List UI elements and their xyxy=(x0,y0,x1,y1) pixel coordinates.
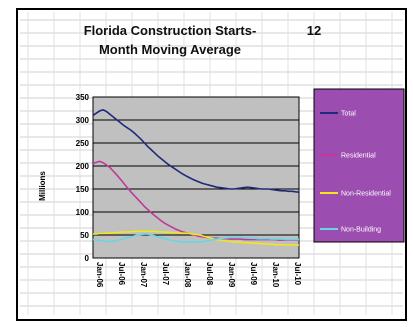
y-tick-label: 150 xyxy=(76,185,90,194)
legend-label: Non-Residential xyxy=(341,191,391,198)
y-axis-label: Millions xyxy=(38,171,47,201)
x-tick-label: Jan-10 xyxy=(271,262,280,288)
x-tick-label: Jul-06 xyxy=(117,262,126,286)
x-tick-label: Jan-07 xyxy=(139,262,148,288)
legend-box xyxy=(313,88,405,243)
chart-frame: Florida Construction Starts- 12 Month Mo… xyxy=(16,8,407,321)
x-tick-label: Jul-07 xyxy=(161,262,170,286)
x-tick-label: Jul-08 xyxy=(205,262,214,286)
chart-title-line2: Month Moving Average xyxy=(99,42,241,57)
legend-label: Non-Building xyxy=(341,227,381,234)
x-tick-label: Jul-09 xyxy=(249,262,258,286)
x-tick-label: Jan-08 xyxy=(183,262,192,288)
x-tick-labels: Jan-06 Jul-06 Jan-07 Jul-07 Jan-08 Jul-08 Jan-… xyxy=(95,262,302,288)
y-tick-label: 300 xyxy=(76,116,90,125)
legend: Total Residential Non-Residential Non-Build… xyxy=(320,111,391,234)
x-tick-label: Jan-06 xyxy=(95,262,104,288)
legend-label: Total xyxy=(341,111,356,118)
chart-title-line1: Florida Construction Starts- xyxy=(84,23,257,38)
series-line-total xyxy=(92,109,300,193)
x-tick-label: Jan-09 xyxy=(227,262,236,288)
y-tick-label: 100 xyxy=(76,208,90,217)
y-tick-label: 200 xyxy=(76,162,90,171)
y-tick-labels: 350 300 250 200 150 100 50 0 xyxy=(76,93,90,263)
y-tick-label: 350 xyxy=(76,93,90,102)
y-tick-label: 0 xyxy=(85,254,90,263)
x-tick-label: Jul-10 xyxy=(293,262,302,286)
y-tick-label: 250 xyxy=(76,139,90,148)
legend-label: Residential xyxy=(341,153,376,160)
chart-svg: Florida Construction Starts- 12 Month Mo… xyxy=(20,12,405,315)
series-line-residential xyxy=(92,160,299,241)
series-lines xyxy=(92,109,300,246)
series-line-non-residential xyxy=(93,230,299,246)
series-line-non-building xyxy=(92,233,299,243)
y-tick-label: 50 xyxy=(80,231,89,240)
chart-title-number: 12 xyxy=(307,23,321,38)
